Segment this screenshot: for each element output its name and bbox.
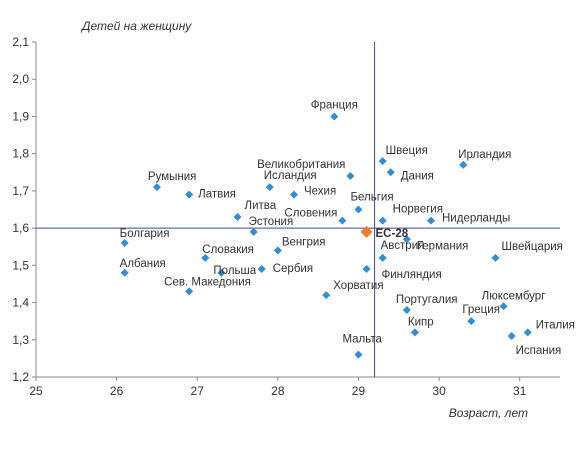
y-tick-label: 2,0 (12, 72, 29, 86)
point-label: Великобритания (257, 159, 345, 171)
point-label: Ирландия (458, 149, 511, 161)
x-tick-label: 29 (352, 384, 366, 398)
point-label: Испания (516, 345, 562, 357)
point-label: Греция (462, 304, 500, 316)
point-label: Болгария (120, 228, 170, 240)
x-tick-label: 26 (110, 384, 124, 398)
point-Исландия (265, 183, 274, 192)
point-Словения (338, 216, 347, 225)
point-Чехия (289, 190, 298, 199)
point-label: Швейцария (502, 241, 563, 253)
point-Норвегия (378, 216, 387, 225)
point-label: Литва (245, 200, 277, 212)
point-label: Финляндия (382, 269, 442, 281)
point-label: Албания (120, 258, 166, 270)
point-label: Чехия (304, 186, 336, 198)
point-label: Латвия (198, 189, 236, 201)
point-Португалия (402, 306, 411, 314)
point-Великобритания (346, 172, 355, 180)
y-tick-labels: 1,2 1,3 1,4 1,5 1,6 1,7 1,8 1,9 2,0 2,1 (12, 35, 36, 384)
point-label: Польша (213, 265, 256, 277)
point-label: ЕС-28 (376, 228, 409, 240)
point-label: Сев. Македония (164, 276, 251, 288)
point-Бельгия (354, 205, 363, 214)
point-Сев. Македония (185, 287, 194, 296)
point-Болгария (120, 239, 129, 247)
point-label: Швеция (386, 145, 428, 157)
point-label: Исландия (264, 170, 317, 182)
point-Венгрия (273, 246, 282, 255)
y-axis-title: Детей на женщину (80, 19, 192, 33)
point-ЕС-28 (360, 225, 373, 238)
point-Греция (467, 317, 476, 326)
point-label: Эстония (249, 216, 294, 228)
point-Эстония (249, 227, 258, 236)
point-Польша (217, 268, 226, 277)
y-tick-label: 1,7 (12, 184, 29, 198)
y-tick-label: 1,9 (12, 109, 29, 123)
point-label: Словакия (202, 244, 254, 256)
point-Швеция (378, 157, 387, 166)
point-Франция (330, 112, 339, 121)
point-Румыния (152, 183, 161, 192)
point-label: Нидерланды (442, 213, 510, 225)
point-label: Германия (417, 240, 469, 252)
x-axis-title: Возраст, лет (449, 406, 528, 420)
y-tick-label: 1,3 (12, 333, 29, 347)
point-Швейцария (491, 253, 500, 262)
point-label: Венгрия (282, 236, 326, 248)
point-Хорватия (322, 291, 331, 300)
point-Ирландия (459, 160, 468, 169)
point-Латвия (185, 190, 194, 199)
point-label: Италия (536, 319, 575, 331)
point-Сербия (257, 265, 266, 274)
point-label: Словения (284, 208, 337, 220)
point-label: Франция (311, 99, 358, 111)
point-label: Сербия (273, 263, 313, 275)
point-Италия (523, 328, 532, 337)
point-label: Кипр (408, 316, 434, 328)
y-tick-label: 1,8 (12, 147, 29, 161)
point-labels: Франция Швеция Ирландия Великобритания Дания… (120, 99, 575, 357)
point-Австрия (378, 253, 387, 262)
point-Албания (120, 268, 129, 277)
x-tick-label: 31 (513, 384, 527, 398)
reference-lines (36, 42, 560, 377)
x-tick-label: 28 (271, 384, 285, 398)
point-Финляндия (362, 265, 371, 274)
point-label: Хорватия (333, 280, 383, 292)
y-tick-label: 1,6 (12, 221, 29, 235)
point-label: Бельгия (350, 192, 393, 204)
x-tick-label: 30 (432, 384, 446, 398)
y-tick-label: 1,2 (12, 370, 29, 384)
point-Мальта (354, 350, 363, 359)
point-Словакия (201, 253, 210, 262)
y-tick-label: 1,5 (12, 258, 29, 272)
data-points (120, 112, 532, 359)
point-Нидерланды (427, 216, 436, 225)
point-label: Румыния (148, 171, 196, 183)
point-Люксембург (499, 302, 508, 311)
point-label: Норвегия (393, 204, 443, 216)
point-Кипр (410, 328, 419, 337)
point-Литва (233, 212, 242, 221)
y-tick-label: 1,4 (12, 296, 29, 310)
x-tick-label: 27 (191, 384, 205, 398)
plot-area (35, 42, 560, 378)
x-tick-label: 25 (29, 384, 43, 398)
point-label: Австрия (381, 240, 425, 252)
y-tick-label: 2,1 (12, 35, 29, 49)
point-label: Дания (401, 170, 434, 182)
point-label: Португалия (396, 294, 458, 306)
point-Дания (386, 168, 395, 177)
point-label: Мальта (342, 334, 382, 346)
point-Испания (507, 332, 516, 341)
x-tick-labels: 25 26 27 28 29 30 31 (29, 377, 527, 398)
point-label: Люксембург (482, 290, 546, 302)
point-Германия (402, 235, 411, 244)
